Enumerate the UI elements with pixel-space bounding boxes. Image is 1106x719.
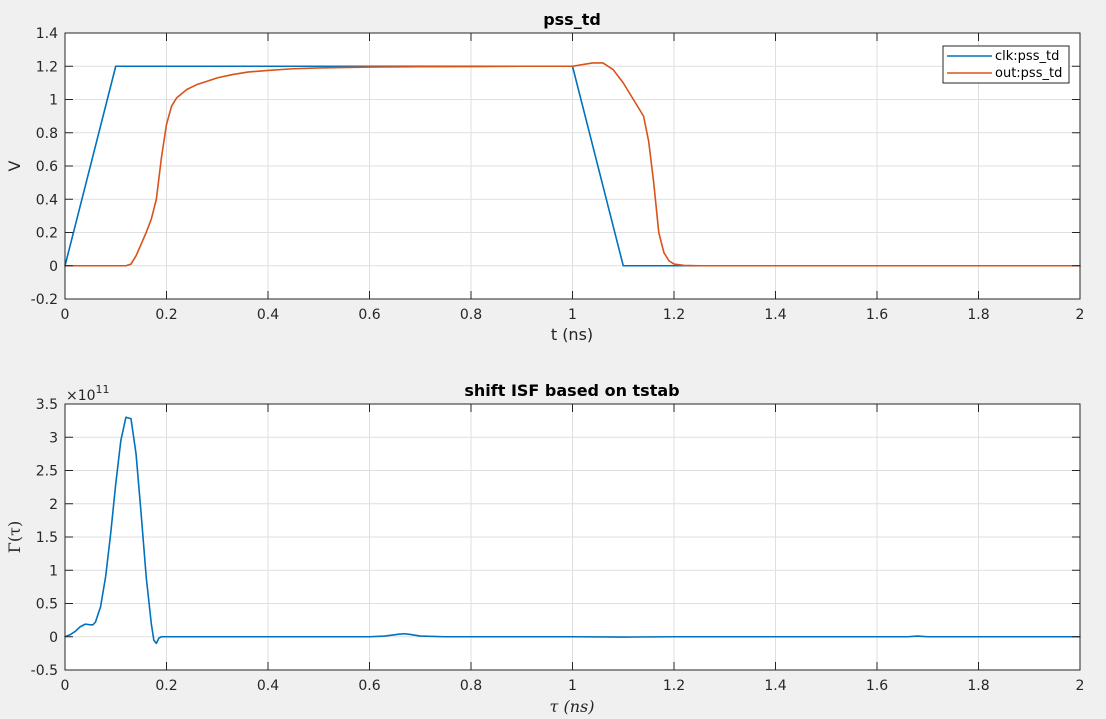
x-tick-label: 0.8 (460, 678, 482, 694)
x-ticks-bottom: 0 0.2 0.4 0.6 0.8 1 1.2 1.4 1.6 1.8 2 (61, 404, 1085, 694)
x-tick-label: 1.6 (866, 678, 888, 694)
x-tick-label: 1 (568, 307, 577, 323)
x-tick-label: 0.2 (155, 678, 177, 694)
x-tick-label: 0.6 (358, 307, 380, 323)
grid-top (65, 33, 1080, 299)
y-ticks-top: -0.2 0 0.2 0.4 0.6 0.8 1 1.2 1.4 (31, 26, 1080, 308)
x-tick-label: 1.2 (663, 307, 685, 323)
y-tick-label: 1.4 (36, 26, 58, 42)
series-line-isf-0 (64, 416, 1081, 645)
chart-title-top: pss_td (543, 10, 601, 29)
series-line-out-pss-td (64, 62, 1081, 267)
chart-title-bottom: shift ISF based on tstab (464, 381, 679, 400)
x-tick-label: 1.8 (967, 678, 989, 694)
y-exponent-label: ×1011 (66, 383, 110, 404)
series-group-top (64, 62, 1081, 267)
y-tick-label: 0.5 (36, 597, 58, 613)
y-axis-label-bottom: Γ(τ) (5, 521, 24, 553)
y-ticks-bottom: -0.5 0 0.5 1 1.5 2 2.5 3 3.5 (31, 397, 1080, 679)
y-tick-label: -0.5 (31, 663, 58, 679)
legend-label-clk: clk:pss_td (995, 49, 1059, 64)
x-tick-label: 1.2 (663, 678, 685, 694)
y-tick-label: 1.5 (36, 530, 58, 546)
legend: clk:pss_td out:pss_td (942, 45, 1070, 84)
x-tick-label: 0.4 (257, 307, 279, 323)
y-tick-label: 0.4 (36, 192, 58, 208)
y-axis-label-top: V (5, 160, 24, 171)
x-tick-label: 1.4 (764, 307, 786, 323)
x-axis-label-top: t (ns) (551, 325, 593, 344)
x-tick-label: 0.8 (460, 307, 482, 323)
x-tick-label: 2 (1076, 678, 1085, 694)
legend-box (942, 45, 1070, 84)
x-tick-label: 0 (61, 678, 70, 694)
legend-label-out: out:pss_td (995, 66, 1062, 81)
x-tick-label: 0 (61, 307, 70, 323)
y-tick-label: 1.2 (36, 59, 58, 75)
x-tick-label: 1.8 (967, 307, 989, 323)
x-tick-label: 2 (1076, 307, 1085, 323)
x-axis-label-bottom: τ (ns) (550, 697, 595, 716)
y-tick-label: -0.2 (31, 292, 58, 308)
y-tick-label: 3 (49, 430, 58, 446)
y-tick-label: 0 (49, 630, 58, 646)
x-tick-label: 0.6 (358, 678, 380, 694)
x-tick-label: 1.6 (866, 307, 888, 323)
y-tick-label: 2 (49, 497, 58, 513)
x-ticks-top: 0 0.2 0.4 0.6 0.8 1 1.2 1.4 1.6 1.8 2 (61, 33, 1085, 323)
x-tick-label: 1 (568, 678, 577, 694)
x-tick-label: 1.4 (764, 678, 786, 694)
y-tick-label: 1 (49, 563, 58, 579)
chart-pss-td: 0 0.2 0.4 0.6 0.8 1 1.2 1.4 1.6 1.8 2 -0.200.20.40… (5, 10, 1084, 344)
series-group-bottom (64, 416, 1081, 645)
x-tick-label: 0.4 (257, 678, 279, 694)
chart-shift-isf: 0 0.2 0.4 0.6 0.8 1 1.2 1.4 1.6 1.8 2 -0.500.511.5… (5, 381, 1084, 716)
x-tick-label: 0.2 (155, 307, 177, 323)
y-tick-label: 3.5 (36, 397, 58, 413)
y-tick-label: 2.5 (36, 464, 58, 480)
y-tick-label: 0.6 (36, 159, 58, 175)
y-tick-label: 0 (49, 259, 58, 275)
y-tick-label: 0.2 (36, 226, 58, 242)
y-tick-label: 1 (49, 93, 58, 109)
y-tick-label: 0.8 (36, 126, 58, 142)
